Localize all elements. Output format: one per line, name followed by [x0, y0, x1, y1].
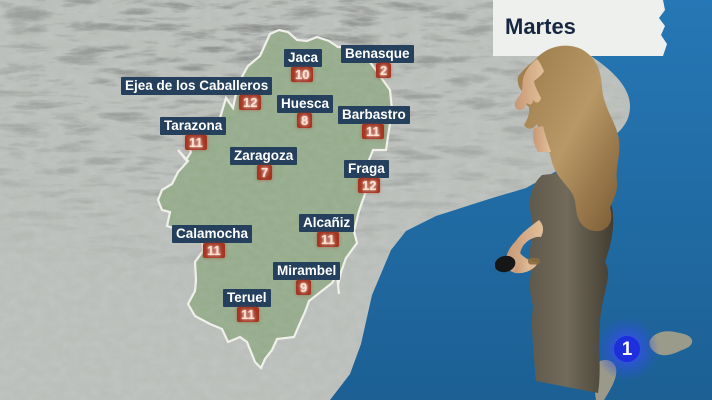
- svg-text:1: 1: [622, 339, 633, 360]
